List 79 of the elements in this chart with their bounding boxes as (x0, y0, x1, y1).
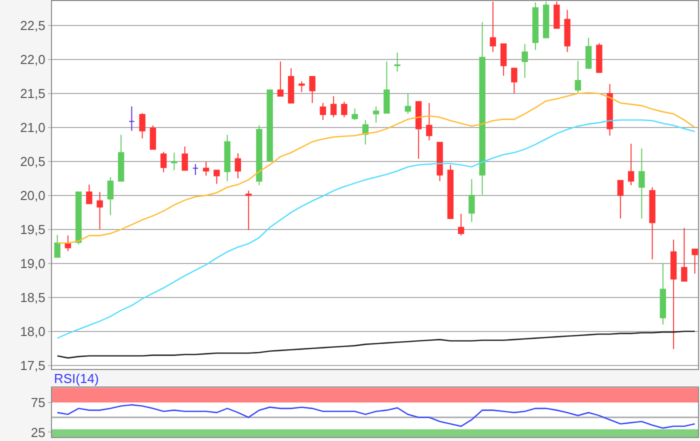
candlestick (96, 192, 103, 230)
candlestick (171, 152, 178, 171)
line-series (56, 119, 696, 339)
candlestick (596, 42, 602, 74)
candlestick (150, 124, 156, 150)
candlestick (309, 76, 316, 104)
candlestick (436, 142, 443, 182)
candlestick (532, 2, 539, 50)
candlestick (214, 170, 220, 184)
y-tick-label: 25 (30, 424, 46, 440)
candlestick (384, 61, 390, 114)
candlestick (500, 43, 507, 76)
candlestick (415, 101, 422, 160)
candlestick (606, 83, 613, 136)
candlestick (649, 186, 656, 260)
candlestick (352, 108, 358, 120)
candlestick (447, 164, 454, 220)
candlestick (192, 164, 199, 176)
candlestick (128, 106, 135, 132)
line-series (56, 404, 696, 429)
candlestick (638, 148, 645, 220)
candlestick (404, 92, 412, 114)
candlestick (139, 112, 146, 139)
candlestick (256, 124, 262, 186)
candlestick (617, 180, 624, 220)
candlestick (75, 192, 82, 245)
candlestick (224, 134, 230, 182)
candlestick (118, 134, 124, 182)
line-series (56, 92, 696, 244)
candlestick (692, 248, 698, 274)
candlestick (479, 22, 486, 196)
candlestick (54, 234, 60, 258)
candlestick (86, 184, 92, 204)
y-tick-label: 18,0 (20, 324, 46, 339)
candlestick (372, 106, 380, 124)
candlestick (542, 1, 550, 38)
y-tick-label: 21,5 (20, 86, 46, 102)
candlestick (574, 60, 582, 94)
candlestick (266, 90, 273, 162)
y-tick-label: 20,5 (20, 154, 46, 169)
y-tick-label: 22,0 (20, 52, 46, 68)
candlestick (288, 68, 294, 104)
y-tick-label: 75 (30, 395, 46, 410)
candlestick (330, 96, 337, 118)
candlestick (277, 61, 284, 97)
candlestick (585, 37, 592, 70)
line-series (56, 330, 696, 359)
y-tick-label: 19,0 (20, 256, 46, 271)
candlestick (468, 178, 475, 222)
chart-title: RSI(14) (54, 371, 99, 386)
candlestick (554, 1, 560, 29)
candlestick (670, 239, 677, 350)
y-tick-label: 21,0 (20, 120, 46, 135)
candlestick (426, 102, 432, 141)
candlestick (511, 68, 518, 94)
candlestick (64, 235, 72, 252)
y-tick-label: 18,5 (20, 290, 46, 305)
candlestick (660, 262, 666, 326)
candlestick (160, 151, 167, 173)
y-tick-label: 19,5 (20, 222, 46, 237)
candlestick (107, 176, 114, 216)
candlestick (234, 152, 242, 179)
candlestick (298, 80, 305, 93)
candlestick (394, 52, 400, 72)
candlestick (320, 102, 326, 120)
candlestick (362, 119, 369, 145)
candlestick (341, 101, 348, 118)
y-tick-label: 20,0 (20, 188, 46, 203)
candlestick (245, 190, 252, 231)
candlestick (681, 228, 688, 282)
candlestick (522, 43, 528, 78)
y-tick-label: 17,5 (20, 358, 46, 373)
candlestick (490, 1, 496, 52)
candlestick (202, 160, 210, 176)
y-tick-label: 22,5 (20, 18, 46, 34)
candlestick (628, 143, 634, 186)
candlestick (564, 9, 570, 52)
candlestick (458, 213, 464, 236)
candlestick (182, 146, 188, 171)
